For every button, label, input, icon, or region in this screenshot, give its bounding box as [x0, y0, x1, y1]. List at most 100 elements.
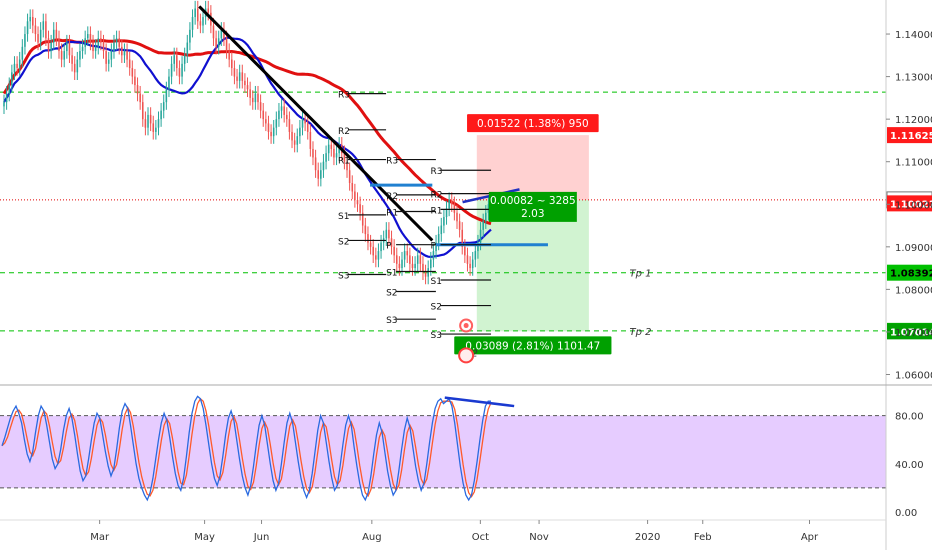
candle-body[interactable]: [220, 29, 223, 39]
candle-body[interactable]: [286, 114, 288, 120]
candle-body[interactable]: [21, 46, 24, 60]
candle-body[interactable]: [453, 204, 456, 213]
candle-body[interactable]: [149, 114, 152, 124]
candle-body[interactable]: [320, 170, 322, 179]
candle-body[interactable]: [123, 51, 126, 56]
candle-body[interactable]: [416, 255, 419, 264]
candle-body[interactable]: [414, 263, 416, 269]
candle-body[interactable]: [115, 38, 118, 43]
candle-body[interactable]: [330, 144, 333, 149]
candle-body[interactable]: [168, 76, 170, 90]
stochastic-k-line[interactable]: [1, 395, 491, 502]
candle-body[interactable]: [325, 153, 327, 162]
candle-body[interactable]: [377, 251, 380, 260]
candle-body[interactable]: [223, 29, 225, 39]
candle-body[interactable]: [39, 29, 42, 43]
candle-body[interactable]: [401, 259, 403, 269]
candle-body[interactable]: [432, 251, 435, 260]
candle-body[interactable]: [257, 93, 259, 103]
candle-body[interactable]: [466, 255, 469, 264]
candle-body[interactable]: [233, 68, 236, 77]
candle-body[interactable]: [236, 76, 238, 81]
candle-body[interactable]: [134, 76, 136, 86]
oscillator-pane[interactable]: [0, 395, 886, 502]
candle-body[interactable]: [288, 119, 291, 132]
candle-body[interactable]: [165, 89, 168, 103]
candle-body[interactable]: [128, 59, 131, 69]
candle-body[interactable]: [173, 55, 175, 64]
candle-body[interactable]: [393, 246, 395, 256]
candle-body[interactable]: [162, 102, 165, 111]
candle-body[interactable]: [485, 212, 487, 222]
candle-body[interactable]: [183, 55, 186, 64]
candle-body[interactable]: [87, 34, 89, 39]
earnings-marker-icon[interactable]: [458, 347, 475, 364]
candle-body[interactable]: [283, 106, 285, 115]
candle-body[interactable]: [118, 38, 120, 47]
candle-body[interactable]: [73, 63, 76, 73]
candle-body[interactable]: [34, 25, 37, 35]
candle-body[interactable]: [435, 242, 437, 252]
candle-body[interactable]: [8, 85, 11, 94]
candle-body[interactable]: [131, 68, 134, 77]
candle-body[interactable]: [199, 21, 202, 26]
candle-body[interactable]: [50, 42, 52, 52]
candle-body[interactable]: [443, 217, 445, 226]
candle-body[interactable]: [262, 110, 265, 120]
candle-body[interactable]: [254, 93, 257, 103]
candle-body[interactable]: [16, 63, 18, 69]
candle-body[interactable]: [55, 29, 58, 39]
candle-body[interactable]: [5, 93, 8, 103]
candle-body[interactable]: [3, 102, 5, 107]
candle-body[interactable]: [390, 238, 393, 247]
candle-body[interactable]: [278, 110, 280, 120]
candle-body[interactable]: [89, 34, 92, 43]
candle-body[interactable]: [301, 119, 304, 128]
candle-body[interactable]: [409, 255, 411, 264]
downtrend-line[interactable]: [198, 5, 434, 242]
candle-body[interactable]: [13, 63, 16, 73]
candle-body[interactable]: [144, 119, 147, 128]
candle-body[interactable]: [121, 46, 123, 56]
candle-body[interactable]: [47, 38, 50, 52]
candle-body[interactable]: [176, 55, 178, 69]
price-pane[interactable]: R3 R2 R1 S1 S2 S3 R3 R2 R1 P S1 S2 S3 R3 R2 R1 P S1 S2 S3 0.…: [0, 0, 932, 364]
candle-body[interactable]: [411, 263, 414, 269]
candle-body[interactable]: [66, 42, 68, 52]
candle-body[interactable]: [225, 38, 228, 52]
candle-body[interactable]: [440, 225, 443, 235]
candle-body[interactable]: [126, 51, 128, 60]
candle-body[interactable]: [259, 102, 262, 111]
candle-body[interactable]: [139, 93, 141, 103]
candle-body[interactable]: [94, 46, 97, 52]
candle-body[interactable]: [380, 242, 382, 252]
candle-body[interactable]: [388, 229, 390, 239]
candle-body[interactable]: [11, 72, 13, 86]
candle-body[interactable]: [160, 110, 162, 120]
candle-body[interactable]: [155, 127, 157, 132]
candle-body[interactable]: [147, 114, 149, 128]
candle-body[interactable]: [18, 59, 21, 69]
candle-body[interactable]: [487, 204, 490, 213]
candle-body[interactable]: [406, 251, 409, 256]
candle-body[interactable]: [217, 38, 220, 47]
candle-body[interactable]: [186, 42, 189, 56]
candle-body[interactable]: [296, 136, 299, 145]
candle-body[interactable]: [228, 51, 230, 60]
candle-body[interactable]: [32, 17, 34, 26]
candle-body[interactable]: [24, 34, 26, 47]
candle-body[interactable]: [351, 182, 354, 192]
candle-body[interactable]: [170, 63, 173, 77]
candle-body[interactable]: [42, 21, 45, 30]
candle-body[interactable]: [458, 221, 461, 230]
candle-body[interactable]: [29, 17, 31, 22]
candle-body[interactable]: [354, 191, 356, 201]
candle-body[interactable]: [100, 38, 102, 43]
candle-body[interactable]: [335, 153, 338, 158]
candle-body[interactable]: [26, 21, 29, 35]
candle-body[interactable]: [231, 59, 233, 69]
candle-body[interactable]: [445, 208, 448, 218]
candle-body[interactable]: [450, 200, 453, 205]
